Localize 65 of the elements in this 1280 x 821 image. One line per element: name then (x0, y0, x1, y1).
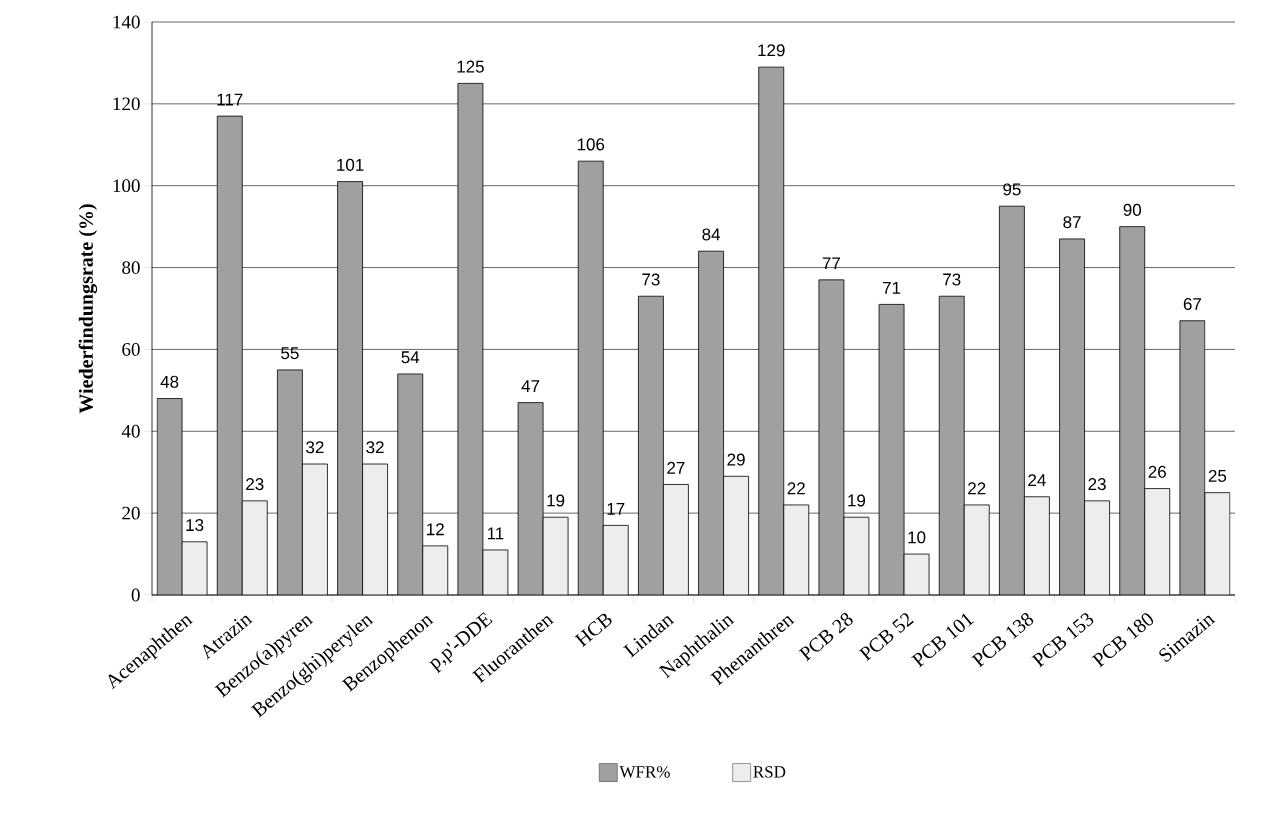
data-label: 54 (401, 351, 420, 364)
bar (1204, 492, 1231, 595)
data-label: 32 (306, 441, 324, 454)
data-label: 117 (217, 93, 243, 106)
data-label: 71 (883, 281, 901, 294)
data-label: 13 (186, 519, 204, 532)
x-tick-label: HCB (574, 613, 612, 648)
bar (182, 541, 208, 595)
data-label: 25 (1208, 469, 1227, 482)
data-label: 19 (547, 494, 565, 507)
data-label: 90 (1123, 203, 1142, 216)
data-label: 67 (1183, 298, 1201, 311)
y-tick-label: 120 (113, 97, 140, 111)
data-label: 26 (1148, 465, 1166, 478)
data-label: 101 (337, 158, 364, 171)
y-tick-label: 0 (131, 588, 140, 602)
bar (1144, 488, 1170, 595)
data-label: 23 (246, 478, 264, 491)
data-label: 106 (577, 138, 605, 151)
data-label: 84 (702, 228, 721, 241)
data-label: 27 (667, 461, 685, 474)
data-label: 22 (787, 482, 805, 495)
bar (964, 504, 990, 595)
data-label: 19 (848, 494, 866, 507)
bar (422, 545, 448, 595)
data-label: 47 (521, 380, 540, 392)
bar (242, 500, 268, 595)
data-label: 24 (1028, 474, 1046, 487)
data-label: 95 (1003, 183, 1021, 196)
bar (1024, 496, 1050, 595)
data-label: 73 (943, 273, 961, 286)
data-label: 129 (758, 44, 785, 57)
bar (783, 504, 809, 595)
bar (543, 517, 569, 595)
bar (603, 525, 629, 595)
data-label: 10 (908, 531, 926, 544)
y-tick-label: 20 (122, 506, 140, 520)
y-tick-label: 40 (121, 424, 140, 438)
data-label: 12 (427, 523, 444, 536)
y-tick-label: 140 (113, 15, 140, 29)
y-tick-label: 60 (122, 343, 140, 356)
data-label: 48 (160, 375, 179, 388)
bar (1084, 500, 1110, 595)
data-label: 55 (281, 347, 299, 360)
data-label: 11 (487, 527, 504, 540)
legend-label: RSD (753, 766, 786, 778)
bar (362, 464, 388, 595)
data-label: 29 (727, 453, 745, 466)
data-label: 77 (822, 257, 840, 270)
bar (723, 476, 749, 595)
x-tick-label: PCB 28 (798, 613, 853, 662)
data-label: 23 (1088, 478, 1106, 491)
data-label: 73 (642, 273, 660, 286)
legend-label: WFR% (619, 766, 670, 778)
y-axis-title: Wiederfindungsrate (%) (78, 204, 98, 414)
bar (302, 464, 328, 595)
data-label: 17 (607, 502, 625, 515)
bar (843, 517, 869, 595)
data-label: 22 (968, 482, 986, 495)
data-label: 125 (457, 60, 484, 73)
data-label: 32 (366, 441, 384, 454)
y-tick-label: 80 (122, 261, 140, 274)
bar (663, 484, 689, 595)
y-tick-label: 100 (113, 179, 140, 193)
data-label: 87 (1063, 216, 1081, 229)
